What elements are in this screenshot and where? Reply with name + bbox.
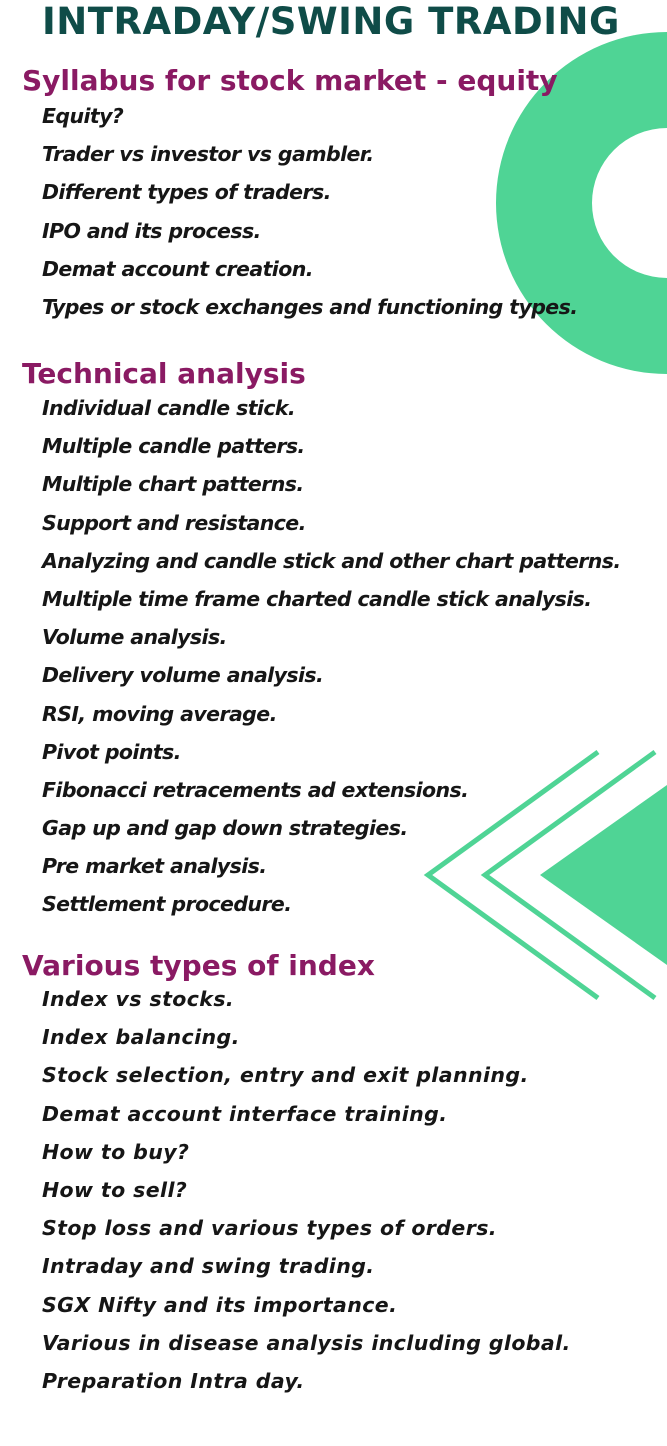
list-item: Multiple candle patters. — [42, 434, 305, 459]
list-item: Preparation Intra day. — [42, 1368, 305, 1393]
list-item: IPO and its process. — [42, 218, 261, 243]
section-heading-technical-analysis: Technical analysis — [22, 357, 306, 390]
section-heading-equity: Syllabus for stock market - equity — [22, 64, 558, 97]
list-item: Demat account creation. — [42, 256, 313, 281]
list-item: Index balancing. — [42, 1025, 240, 1050]
list-item: Support and resistance. — [42, 510, 306, 535]
list-item: Multiple time frame charted candle stick… — [42, 586, 592, 611]
list-item: Pivot points. — [42, 739, 181, 764]
section-list-equity: Equity? Trader vs investor vs gambler. D… — [42, 97, 578, 326]
list-item: Settlement procedure. — [42, 892, 292, 917]
list-item: Different types of traders. — [42, 180, 331, 205]
list-item: Types or stock exchanges and functioning… — [42, 294, 578, 319]
list-item: Index vs stocks. — [42, 987, 235, 1011]
page-title: INTRADAY/SWING TRADING — [42, 0, 620, 43]
list-item: Various in disease analysis including gl… — [42, 1330, 571, 1355]
list-item: SGX Nifty and its importance. — [42, 1292, 398, 1317]
list-item: Volume analysis. — [42, 625, 227, 650]
list-item: Pre market analysis. — [42, 854, 267, 879]
list-item: Multiple chart patterns. — [42, 472, 304, 497]
list-item: Delivery volume analysis. — [42, 663, 324, 688]
list-item: Equity? — [42, 104, 124, 128]
list-item: Gap up and gap down strategies. — [42, 816, 408, 841]
list-item: Fibonacci retracements ad extensions. — [42, 777, 469, 802]
list-item: Stock selection, entry and exit planning… — [42, 1063, 529, 1088]
list-item: Individual candle stick. — [42, 396, 296, 420]
section-heading-index: Various types of index — [22, 949, 375, 982]
list-item: How to buy? — [42, 1139, 190, 1164]
section-list-index: Index vs stocks. Index balancing. Stock … — [42, 980, 571, 1400]
list-item: Analyzing and candle stick and other cha… — [42, 548, 621, 573]
section-list-technical-analysis: Individual candle stick. Multiple candle… — [42, 389, 621, 924]
list-item: Trader vs investor vs gambler. — [42, 142, 374, 167]
list-item: Stop loss and various types of orders. — [42, 1216, 497, 1241]
list-item: Demat account interface training. — [42, 1101, 448, 1126]
list-item: RSI, moving average. — [42, 701, 277, 726]
list-item: How to sell? — [42, 1177, 188, 1202]
list-item: Intraday and swing trading. — [42, 1254, 375, 1279]
